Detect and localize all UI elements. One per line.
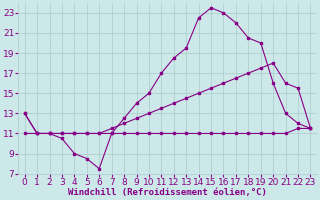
X-axis label: Windchill (Refroidissement éolien,°C): Windchill (Refroidissement éolien,°C): [68, 188, 267, 197]
